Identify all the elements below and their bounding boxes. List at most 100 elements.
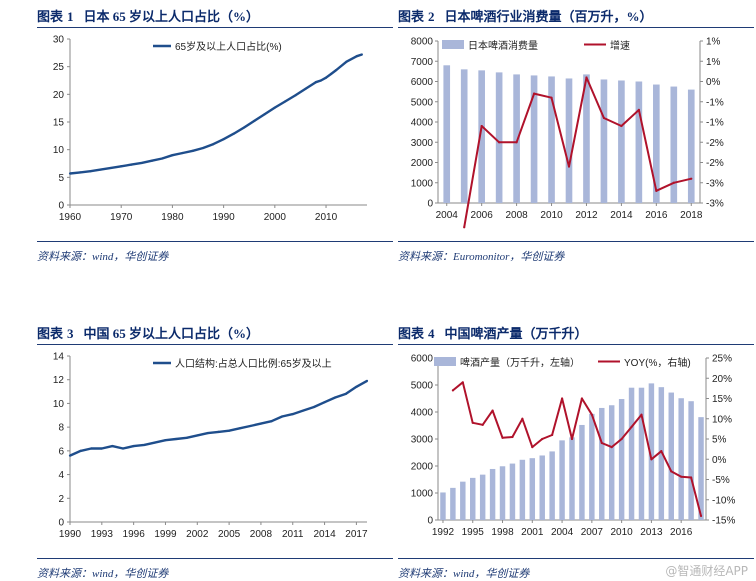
growth-point [531,446,534,449]
bar [658,387,665,520]
x-tick-label: 1999 [154,529,177,540]
bar [470,477,476,520]
x-tick-label: 1990 [59,529,82,540]
right-tick-label: 1% [706,57,721,68]
bar [499,466,506,520]
series-line [69,379,368,457]
bar [648,383,655,520]
data-point [281,415,284,418]
growth-point [501,436,504,439]
data-point [181,151,184,155]
line-chart-china-aging: 0 2 4 6 8 10 12 14 1990 1993 1996 1999 2002 2005 2008 2… [53,352,369,540]
bar [638,387,645,520]
y-tick-label: 14 [53,352,65,363]
right-tick-label: -2% [706,138,724,149]
data-point [109,166,113,170]
x-tick-label: 1993 [91,529,114,540]
x-tick-label: 2005 [218,529,241,540]
data-point [232,132,235,135]
panel-title: 图表 1 日本 65 岁以上人口占比（%） [37,9,260,24]
data-point [99,168,102,171]
data-point [319,79,323,82]
data-point [238,427,241,430]
left-tick-label: 5000 [411,381,434,392]
bar [519,459,526,520]
y-tick-label: 0 [58,201,64,212]
left-tick-label: 1000 [411,489,434,500]
left-tick-label: 2000 [411,462,434,473]
bar [529,458,536,520]
x-tick-label: 2013 [640,527,663,538]
x-tick-label: 2007 [581,527,604,538]
bar [618,80,625,203]
bar [579,424,585,520]
source-note: 资料来源：wind，华创证券 [398,568,530,580]
left-tick-label: 1000 [411,178,434,189]
right-tick-label: 1% [706,37,721,48]
source-rule [37,558,393,559]
growth-point [481,423,484,426]
left-tick-label: 0 [427,516,433,527]
growth-point [521,417,524,420]
bar [635,81,643,203]
data-point [345,60,348,63]
bar [548,76,555,203]
bar [565,78,573,203]
legend-label: 人口结构:占总人口比例:65岁及以上 [175,357,332,370]
data-point [312,405,316,409]
bar [460,481,466,520]
line-chart-japan-aging: 0 5 10 15 20 25 30 1960 1970 1980 1990 2000 2010 65岁及… [53,35,367,223]
x-tick-label: 2017 [345,529,368,540]
growth-point [585,76,588,79]
x-tick-label: 2002 [186,529,209,540]
growth-point [655,189,658,192]
combo-chart-china-beer: 0 1000 2000 3000 4000 5000 6000 -15% -10% -5% 0% 5%… [411,354,736,539]
right-tick-label: 0% [706,77,721,88]
data-point [206,431,209,435]
right-tick-label: 20% [712,374,732,385]
bar [698,417,704,520]
data-point [150,159,154,162]
x-tick-label: 2018 [680,210,703,221]
x-tick-label: 2010 [611,527,634,538]
data-point [130,163,133,166]
bar [460,69,468,203]
left-tick-label: 6000 [411,77,434,88]
data-point [100,447,103,450]
x-tick-label: 2016 [645,210,668,221]
growth-point [550,96,553,99]
data-point [111,445,114,448]
left-tick-label: 7000 [411,57,434,68]
data-point [217,430,220,433]
bar [509,463,516,520]
right-tick-label: 15% [712,394,732,405]
growth-point [690,476,693,479]
data-point [212,143,215,146]
y-tick-label: 15 [53,118,65,129]
x-tick-label: 1970 [110,212,133,223]
x-tick-label: 2008 [505,210,528,221]
y-tick-label: 4 [58,470,64,481]
source-rule [398,558,754,559]
bar [443,65,451,203]
x-tick-label: 2010 [540,210,563,221]
data-point [121,447,125,450]
data-point [270,420,273,423]
bar [628,387,635,520]
legend-bar-label: 日本啤酒消费量 [468,39,538,52]
bar [489,468,496,520]
growth-point [672,181,675,184]
left-tick-label: 4000 [411,408,434,419]
data-point [334,396,337,399]
data-point [263,113,266,116]
y-tick-label: 6 [58,446,64,457]
growth-point [551,433,554,437]
x-tick-label: 2011 [282,529,304,540]
bar [600,79,608,203]
x-tick-label: 1990 [212,212,235,223]
data-point [335,68,338,72]
x-tick-label: 1996 [123,529,146,540]
title-rule [37,344,393,345]
data-point [253,119,256,122]
bar [479,474,486,520]
